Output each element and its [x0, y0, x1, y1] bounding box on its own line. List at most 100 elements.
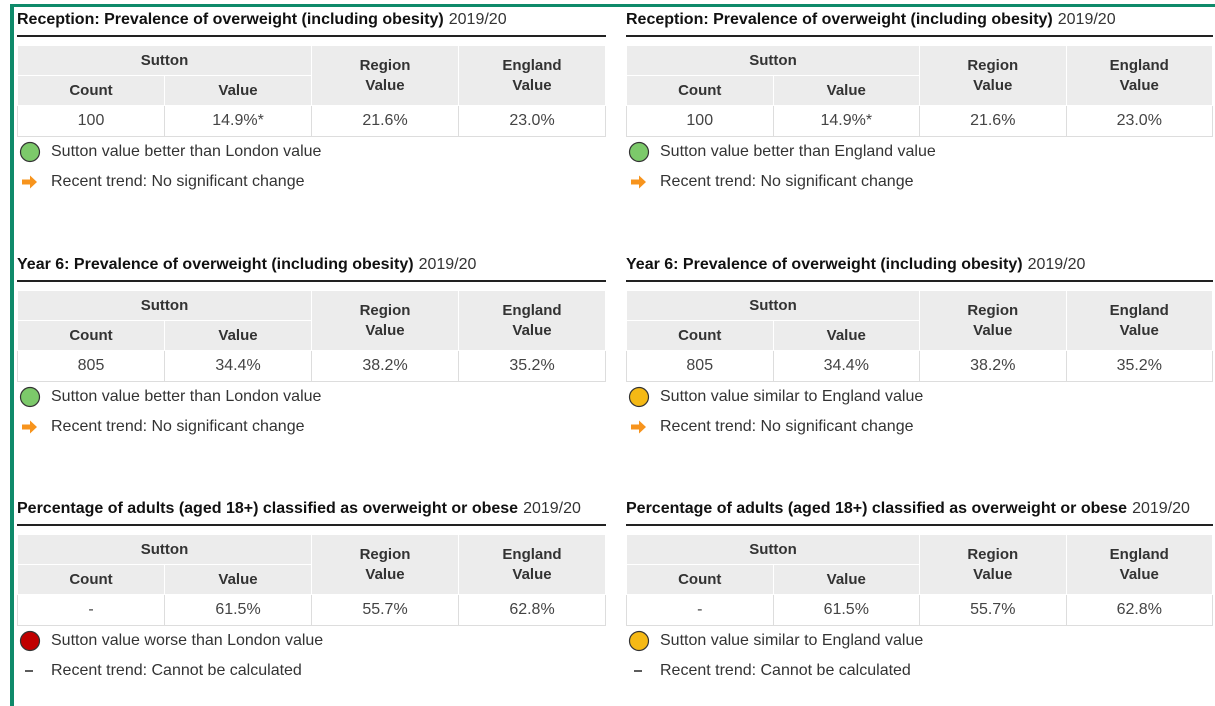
trend: Recent trend: Cannot be calculated [626, 656, 1213, 686]
header-text: Count [678, 327, 722, 344]
trend-text: Recent trend: Cannot be calculated [660, 662, 911, 679]
status-circle [628, 141, 650, 163]
data-cell: 62.8% [458, 594, 606, 626]
column-header: Count [17, 564, 165, 595]
data-row: 805 34.4% 38.2% 35.2% [17, 350, 606, 382]
trend-arrow [22, 420, 37, 434]
data-cell: 805 [17, 350, 165, 382]
header-row: Sutton Region Value England Value [17, 534, 606, 595]
frame-border [10, 4, 1215, 7]
comparison: Sutton value better than England value [626, 137, 1213, 167]
panel-period: 2019/20 [1057, 11, 1116, 28]
data-cell: 14.9%* [772, 105, 920, 137]
column-header: England Value [1065, 534, 1213, 595]
header-row: Count Value [17, 75, 606, 106]
column-header: Region Value [311, 534, 459, 595]
trend-icon [25, 670, 33, 672]
panel-header: Reception: Prevalence of overweight (inc… [626, 8, 1213, 37]
header-text: Region Value [359, 545, 411, 583]
trend-icon [22, 420, 37, 434]
column-header: Region Value [919, 45, 1067, 106]
data-table: Sutton Region Value England Value Count Valu… [626, 290, 1213, 382]
panel-title: Year 6: Prevalence of overweight (includ… [626, 256, 1023, 273]
data-cell: - [17, 594, 165, 626]
header-row: Sutton Region Value England Value [17, 45, 606, 106]
trend-text: Recent trend: No significant change [660, 418, 914, 435]
status-circle [19, 630, 41, 652]
data-table: Sutton Region Value England Value Count Valu… [17, 534, 606, 626]
data-cell: 14.9%* [164, 105, 312, 137]
comparison-text: Sutton value better than London value [51, 388, 322, 405]
indicator-panel: Year 6: Prevalence of overweight (includ… [17, 253, 606, 442]
column-header: Count [626, 75, 774, 106]
data-cell: 21.6% [311, 105, 459, 137]
column-header: Region Value [311, 45, 459, 106]
status-icon [19, 630, 41, 652]
column-header: Region Value [919, 534, 1067, 595]
header-text: Count [678, 571, 722, 588]
header-text: Count [69, 571, 113, 588]
header-row: Sutton Region Value England Value [626, 45, 1213, 106]
data-cell: 35.2% [1065, 350, 1213, 382]
group-header: Sutton [626, 45, 920, 76]
panel-period: 2019/20 [1027, 256, 1086, 273]
data-row: -61.5% 55.7% 62.8% [626, 594, 1213, 626]
trend-text: Recent trend: No significant change [51, 418, 305, 435]
column-header: England Value [458, 45, 606, 106]
data-cell: 23.0% [1065, 105, 1213, 137]
data-cell: 21.6% [919, 105, 1067, 137]
header-text: England Value [502, 56, 562, 94]
group-header: Sutton [626, 534, 920, 565]
status-circle [19, 141, 41, 163]
data-row: -61.5% 55.7% 62.8% [17, 594, 606, 626]
panel-header: Percentage of adults (aged 18+) classifi… [17, 497, 606, 526]
trend-text: Recent trend: Cannot be calculated [51, 662, 302, 679]
trend-icon [634, 670, 642, 672]
header-text: England Value [502, 545, 562, 583]
trend: Recent trend: No significant change [626, 412, 1213, 442]
data-cell: 38.2% [919, 350, 1067, 382]
comparison-text: Sutton value better than England value [660, 143, 936, 160]
column-header: England Value [458, 534, 606, 595]
trend-icon [631, 420, 646, 434]
header-text: England Value [502, 301, 562, 339]
data-cell: 35.2% [458, 350, 606, 382]
header-row: Count Value [626, 320, 1213, 351]
header-text: Value [218, 327, 258, 344]
panel-period: 2019/20 [448, 11, 507, 28]
data-cell: 34.4% [164, 350, 312, 382]
data-cell: 38.2% [311, 350, 459, 382]
indicator-panel: Percentage of adults (aged 18+) classifi… [626, 497, 1213, 686]
data-row: 100 14.9%* 21.6% 23.0% [626, 105, 1213, 137]
panel-title: Percentage of adults (aged 18+) classifi… [17, 500, 519, 517]
data-cell: 62.8% [1065, 594, 1213, 626]
panel-header: Year 6: Prevalence of overweight (includ… [626, 253, 1213, 282]
panel-title: Reception: Prevalence of overweight (inc… [626, 11, 1053, 28]
header-row: Sutton Region Value England Value [626, 534, 1213, 595]
header-text: Count [69, 82, 113, 99]
comparison-text: Sutton value better than London value [51, 143, 322, 160]
panel-header: Percentage of adults (aged 18+) classifi… [626, 497, 1213, 526]
comparison: Sutton value similar to England value [626, 626, 1213, 656]
data-table: Sutton Region Value England Value Count Valu… [17, 45, 606, 137]
trend-arrow [22, 175, 37, 189]
trend: Recent trend: No significant change [626, 167, 1213, 197]
data-cell: 55.7% [919, 594, 1067, 626]
group-header: Sutton [17, 45, 312, 76]
header-text: Value [826, 327, 866, 344]
status-icon [628, 386, 650, 408]
panel-title: Reception: Prevalence of overweight (inc… [17, 11, 444, 28]
frame-border [10, 4, 14, 706]
header-row: Sutton Region Value England Value [17, 290, 606, 351]
column-header: Value [164, 75, 312, 106]
comparison-text: Sutton value similar to England value [660, 388, 924, 405]
header-text: Region Value [967, 301, 1019, 339]
header-text: Value [218, 82, 258, 99]
column-header: England Value [1065, 290, 1213, 351]
header-text: Count [678, 82, 722, 99]
column-header: Value [772, 75, 920, 106]
indicator-panel: Percentage of adults (aged 18+) classifi… [17, 497, 606, 686]
column-header: Region Value [311, 290, 459, 351]
data-cell: 100 [17, 105, 165, 137]
status-icon [19, 141, 41, 163]
